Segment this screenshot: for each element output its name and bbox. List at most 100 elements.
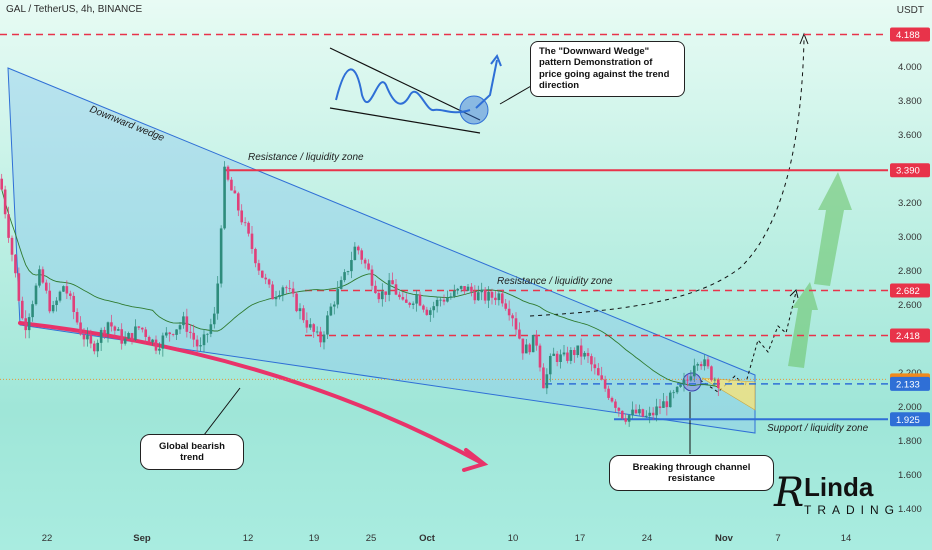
candle-body — [442, 299, 446, 302]
candle-body — [470, 286, 473, 292]
price-tag-label: 2.418 — [896, 331, 920, 342]
candle-body — [137, 326, 141, 328]
bearish-callout: Global bearish trend — [140, 434, 244, 470]
x-tick-label: 24 — [642, 533, 653, 544]
moving-average-line — [1, 189, 719, 388]
candle-body — [374, 285, 377, 294]
candle-body — [535, 334, 538, 346]
candle-body — [298, 308, 302, 312]
candle-body — [302, 308, 305, 321]
x-tick-label: 19 — [309, 533, 320, 544]
y-tick-label: 2.600 — [898, 300, 922, 311]
candle-body — [346, 271, 350, 273]
candle-body — [195, 339, 199, 347]
candle-body — [116, 329, 120, 331]
candle-body — [603, 379, 607, 389]
candle-body — [274, 297, 278, 300]
x-tick-label: Oct — [419, 533, 436, 544]
candle-body — [336, 288, 340, 305]
candle-body — [267, 279, 271, 285]
candle-body — [380, 291, 384, 300]
candle-body — [144, 329, 148, 337]
currency-label: USDT — [896, 5, 924, 16]
bearish-callout-pointer — [203, 387, 241, 436]
y-tick-label: 1.800 — [898, 436, 922, 447]
candle-body — [658, 406, 662, 408]
candle-body — [182, 316, 185, 326]
price-tag-label: 1.925 — [896, 415, 920, 426]
candle-body — [415, 294, 418, 304]
candle-body — [110, 322, 113, 327]
y-tick-label: 4.000 — [898, 62, 922, 73]
x-tick-label: 25 — [366, 533, 377, 544]
x-tick-label: 22 — [42, 533, 53, 544]
y-tick-label: 3.000 — [898, 232, 922, 243]
candle-body — [120, 329, 124, 344]
candle-body — [264, 277, 268, 280]
candle-body — [391, 280, 394, 285]
candle-body — [459, 286, 463, 289]
candle-body — [624, 418, 628, 422]
candle-body — [48, 290, 52, 312]
y-tick-label: 1.600 — [898, 470, 922, 481]
candle-body — [236, 193, 240, 211]
candle-body — [171, 334, 175, 335]
candle-body — [483, 289, 487, 301]
price-tag-box — [890, 376, 930, 391]
candle-body — [51, 305, 55, 312]
candle-body — [432, 306, 436, 311]
candle-body — [449, 296, 453, 298]
candle-body — [696, 364, 700, 366]
candle-body — [147, 336, 151, 343]
candle-body — [713, 379, 717, 381]
price-tag-label: 2.682 — [896, 286, 920, 297]
y-tick-label: 3.800 — [898, 96, 922, 107]
candle-body — [593, 364, 597, 369]
candle-body — [398, 294, 401, 298]
candle-body — [435, 299, 439, 307]
candle-body — [99, 329, 103, 343]
resistance-label-upper: Resistance / liquidity zone — [248, 152, 364, 163]
candle-body — [278, 295, 281, 298]
candle-body — [411, 303, 415, 305]
y-tick-label: 2.000 — [898, 402, 922, 413]
candle-body — [548, 355, 552, 375]
candle-body — [343, 272, 346, 281]
candle-body — [531, 334, 535, 353]
price-tag-box — [890, 412, 930, 427]
candle-body — [312, 324, 316, 332]
mini-pattern-drawing — [329, 47, 539, 134]
candle-body — [14, 254, 17, 274]
candle-body — [672, 392, 676, 394]
candle-body — [168, 332, 172, 335]
brand-logo: R Linda TRADING — [774, 470, 894, 522]
candle-body — [367, 263, 370, 270]
price-tag-label: 3.390 — [896, 166, 920, 177]
bearish-trend-arrow — [18, 321, 489, 472]
candle-body — [82, 334, 86, 340]
candle-body — [240, 210, 244, 223]
candle-body — [86, 335, 89, 340]
candle-body — [610, 397, 614, 402]
x-tick-label: 12 — [243, 533, 254, 544]
candle-body — [7, 214, 10, 238]
candle-body — [634, 409, 638, 414]
candle-body — [404, 299, 408, 303]
y-tick-label: 2.800 — [898, 266, 922, 277]
candle-body — [446, 297, 449, 302]
candle-body — [456, 288, 460, 291]
candle-body — [710, 366, 713, 381]
candle-body — [250, 233, 254, 249]
candle-body — [590, 356, 593, 365]
candle-body — [703, 359, 706, 367]
candle-body — [686, 379, 689, 381]
logo-sub: TRADING — [804, 503, 900, 517]
candle-body — [538, 345, 542, 368]
candle-body — [572, 350, 576, 356]
candle-body — [600, 375, 604, 380]
candle-body — [528, 344, 532, 353]
candle-body — [202, 334, 206, 346]
candle-body — [569, 350, 573, 361]
candle-body — [494, 297, 497, 301]
candle-body — [24, 318, 28, 331]
